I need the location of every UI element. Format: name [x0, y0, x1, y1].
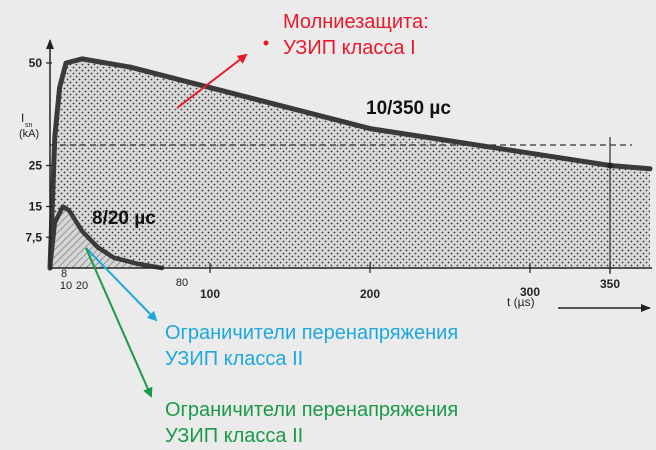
x-tick-label: 200 [360, 287, 380, 301]
lightning-annotation-line1: Молниезащита: [283, 11, 429, 33]
lightning-bullet [263, 40, 269, 46]
green-annotation-arrow [85, 247, 153, 398]
series-8-20-label: 8/20 µс [92, 208, 156, 229]
x-tick-label: 20 [76, 280, 88, 292]
series-10-350-label: 10/350 µс [366, 98, 451, 119]
y-tick-label: 15 [29, 200, 43, 214]
green-annotation-line1: Ограничители перенапряжения [165, 399, 459, 421]
marker-point [607, 162, 613, 169]
blue-annotation-line2: УЗИП класса II [165, 348, 304, 370]
blue-annotation: Ограничители перенапряжения УЗИП класса … [165, 320, 458, 372]
x-tick-label: 8 [61, 268, 67, 280]
x-tick-label: 80 [176, 277, 188, 289]
y-tick-label: 25 [29, 159, 43, 173]
x-axis-label: t (µs) [507, 295, 535, 309]
series-10-350-curve [47, 56, 653, 271]
blue-annotation-arrow [85, 247, 158, 322]
y-axis-label-symbol: I [21, 111, 24, 125]
series-8-20-curve [47, 204, 165, 271]
y-tick-label: 50 [29, 56, 43, 70]
x-tick-label: 100 [200, 287, 220, 301]
lightning-annotation: Молниезащита: УЗИП класса I [283, 9, 429, 61]
x-tick-label: 10 [60, 280, 72, 292]
x-tick-label: 350 [600, 277, 620, 291]
lightning-arrow [176, 53, 248, 109]
y-axis-label-unit: (kA) [19, 128, 39, 140]
series-8-20-area [50, 206, 162, 268]
y-tick-label: 7,5 [25, 230, 42, 244]
blue-annotation-line1: Ограничители перенапряжения [165, 322, 459, 344]
green-annotation: Ограничители перенапряжения УЗИП класса … [165, 397, 458, 449]
y-axis-label-subscript: sn [25, 122, 33, 129]
x-tick-label: 300 [520, 285, 540, 299]
series-10-350-area [50, 58, 650, 269]
green-annotation-line2: УЗИП класса II [165, 425, 304, 447]
lightning-annotation-line2: УЗИП класса I [283, 37, 416, 59]
